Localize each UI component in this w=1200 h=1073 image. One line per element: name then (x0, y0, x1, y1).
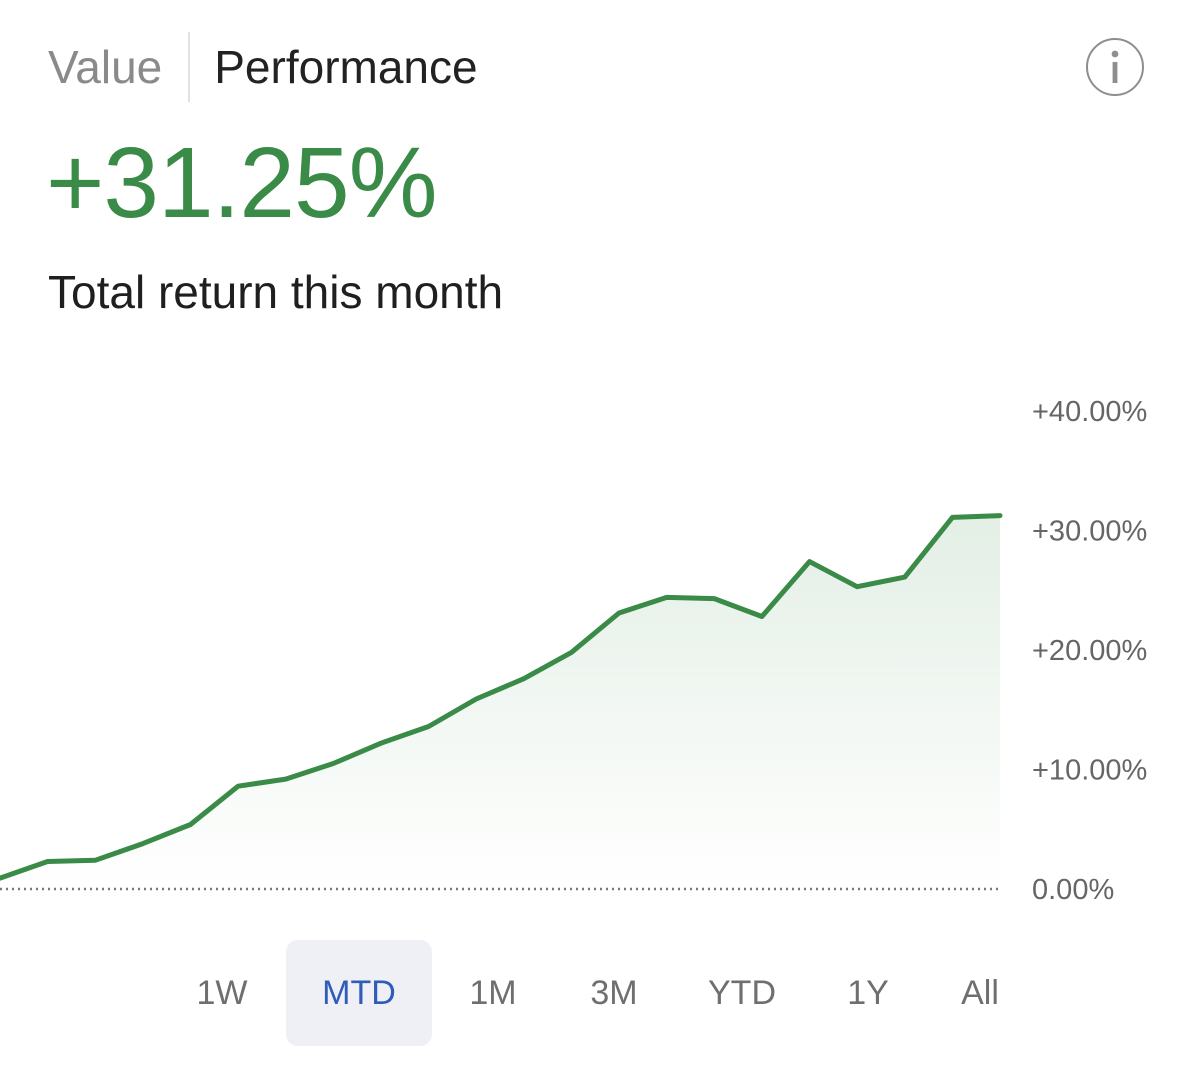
y-tick-label: +10.00% (1032, 755, 1147, 787)
range-ytd[interactable]: YTD (708, 973, 776, 1012)
performance-area (0, 515, 1000, 889)
range-1m[interactable]: 1M (469, 973, 517, 1012)
range-1w[interactable]: 1W (196, 973, 248, 1012)
info-button[interactable] (1086, 38, 1144, 96)
range-all[interactable]: All (961, 973, 999, 1012)
performance-line (0, 513, 1003, 881)
performance-chart: +40.00% +30.00% +20.00% +10.00% 0.00% (0, 396, 1147, 906)
tab-performance[interactable]: Performance (214, 41, 478, 93)
range-1y[interactable]: 1Y (847, 973, 889, 1012)
total-return-caption: Total return this month (48, 266, 504, 318)
view-tabs: Value Performance (48, 30, 478, 104)
y-tick-label: +40.00% (1032, 396, 1147, 428)
y-tick-label: +20.00% (1032, 635, 1147, 667)
y-tick-label: 0.00% (1032, 874, 1114, 906)
range-mtd[interactable]: MTD (286, 940, 432, 1046)
range-3m[interactable]: 3M (590, 973, 638, 1012)
time-range-selector: 1W MTD 1M 3M YTD 1Y All (0, 940, 1200, 1048)
info-icon (1111, 50, 1119, 83)
total-return-value: +31.25% (46, 127, 438, 239)
tab-value[interactable]: Value (48, 41, 163, 93)
y-tick-label: +30.00% (1032, 516, 1147, 548)
tab-divider (188, 32, 191, 102)
